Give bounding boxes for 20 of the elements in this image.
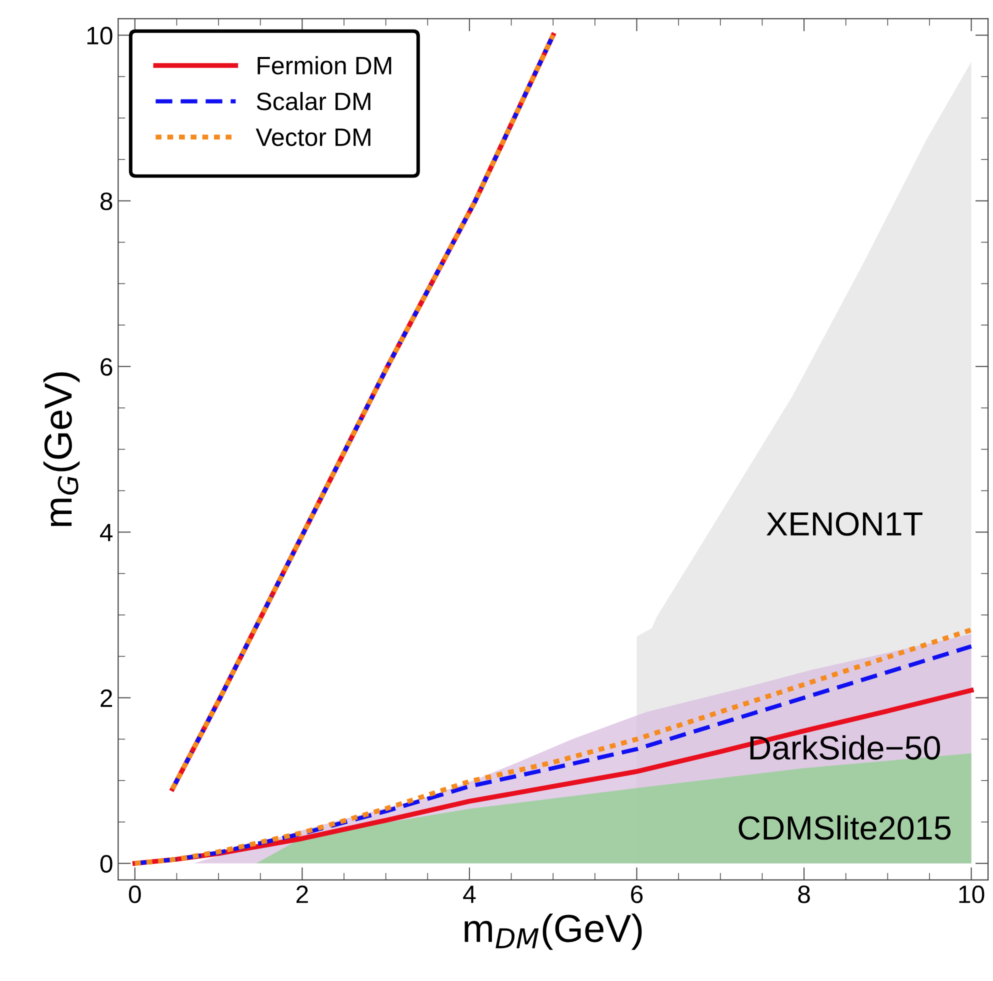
annotation: CDMSlite2015 (738, 815, 951, 840)
legend-label: Scalar DM (256, 92, 370, 110)
y-tick-label: 4 (100, 524, 113, 542)
x-tick-label: 0 (128, 885, 141, 904)
legend-label: Vector DM (256, 128, 370, 146)
x-tick-label: 8 (798, 885, 810, 904)
y-tick-label: 6 (100, 358, 112, 376)
x-tick-label: 2 (296, 885, 308, 903)
x-tick-label: 10 (959, 885, 984, 904)
annotation: XENON1T (766, 512, 922, 536)
y-tick-label: 2 (100, 689, 112, 707)
y-axis-title: m$_{G}$(GeV) (43, 372, 80, 526)
x-tick-label: 6 (631, 885, 643, 904)
annotation: DarkSide−50 (750, 735, 940, 760)
legend-label: Fermion DM (258, 56, 392, 74)
y-tick-label: 0 (100, 854, 112, 873)
y-tick-label: 10 (87, 26, 112, 45)
x-axis-title: m$_{DM}$(GeV) (464, 914, 642, 950)
x-tick-label: 4 (463, 886, 476, 903)
y-tick-label: 8 (100, 192, 112, 210)
